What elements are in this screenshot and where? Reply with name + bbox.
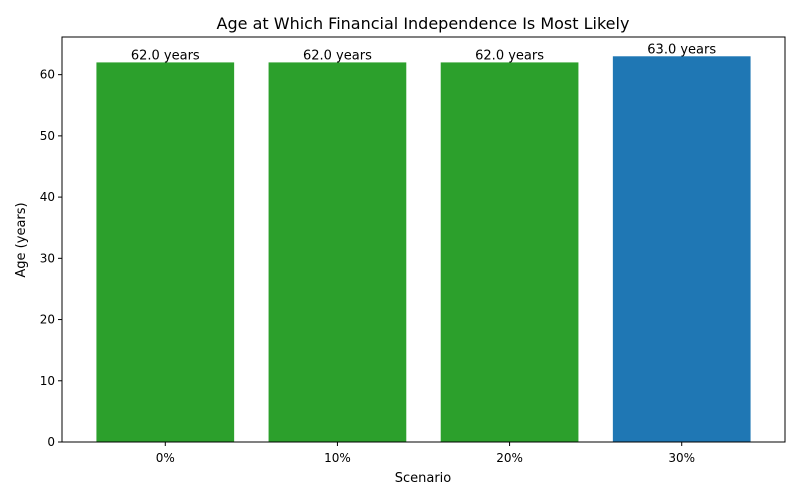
data-label: 63.0 years <box>647 42 716 57</box>
chart-title: Age at Which Financial Independence Is M… <box>217 14 630 33</box>
data-label: 62.0 years <box>475 48 544 63</box>
data-label: 62.0 years <box>131 48 200 63</box>
y-tick-label: 10 <box>40 374 55 388</box>
bar-20% <box>440 62 579 442</box>
x-tick-label: 20% <box>496 451 523 465</box>
bar-10% <box>268 62 407 442</box>
y-tick-label: 0 <box>47 435 55 449</box>
x-tick-label: 0% <box>156 451 175 465</box>
y-tick-label: 30 <box>40 251 55 265</box>
y-tick-label: 50 <box>40 129 55 143</box>
bar-30% <box>612 56 751 443</box>
data-label: 62.0 years <box>303 48 372 63</box>
x-tick-label: 10% <box>324 451 351 465</box>
y-axis-label: Age (years) <box>14 202 29 277</box>
y-tick-label: 60 <box>40 68 55 82</box>
x-axis-label: Scenario <box>395 471 452 486</box>
bar-0% <box>96 62 235 442</box>
y-tick-label: 40 <box>40 190 55 204</box>
y-tick-label: 20 <box>40 313 55 327</box>
x-tick-label: 30% <box>668 451 695 465</box>
plot-frame <box>61 36 786 443</box>
